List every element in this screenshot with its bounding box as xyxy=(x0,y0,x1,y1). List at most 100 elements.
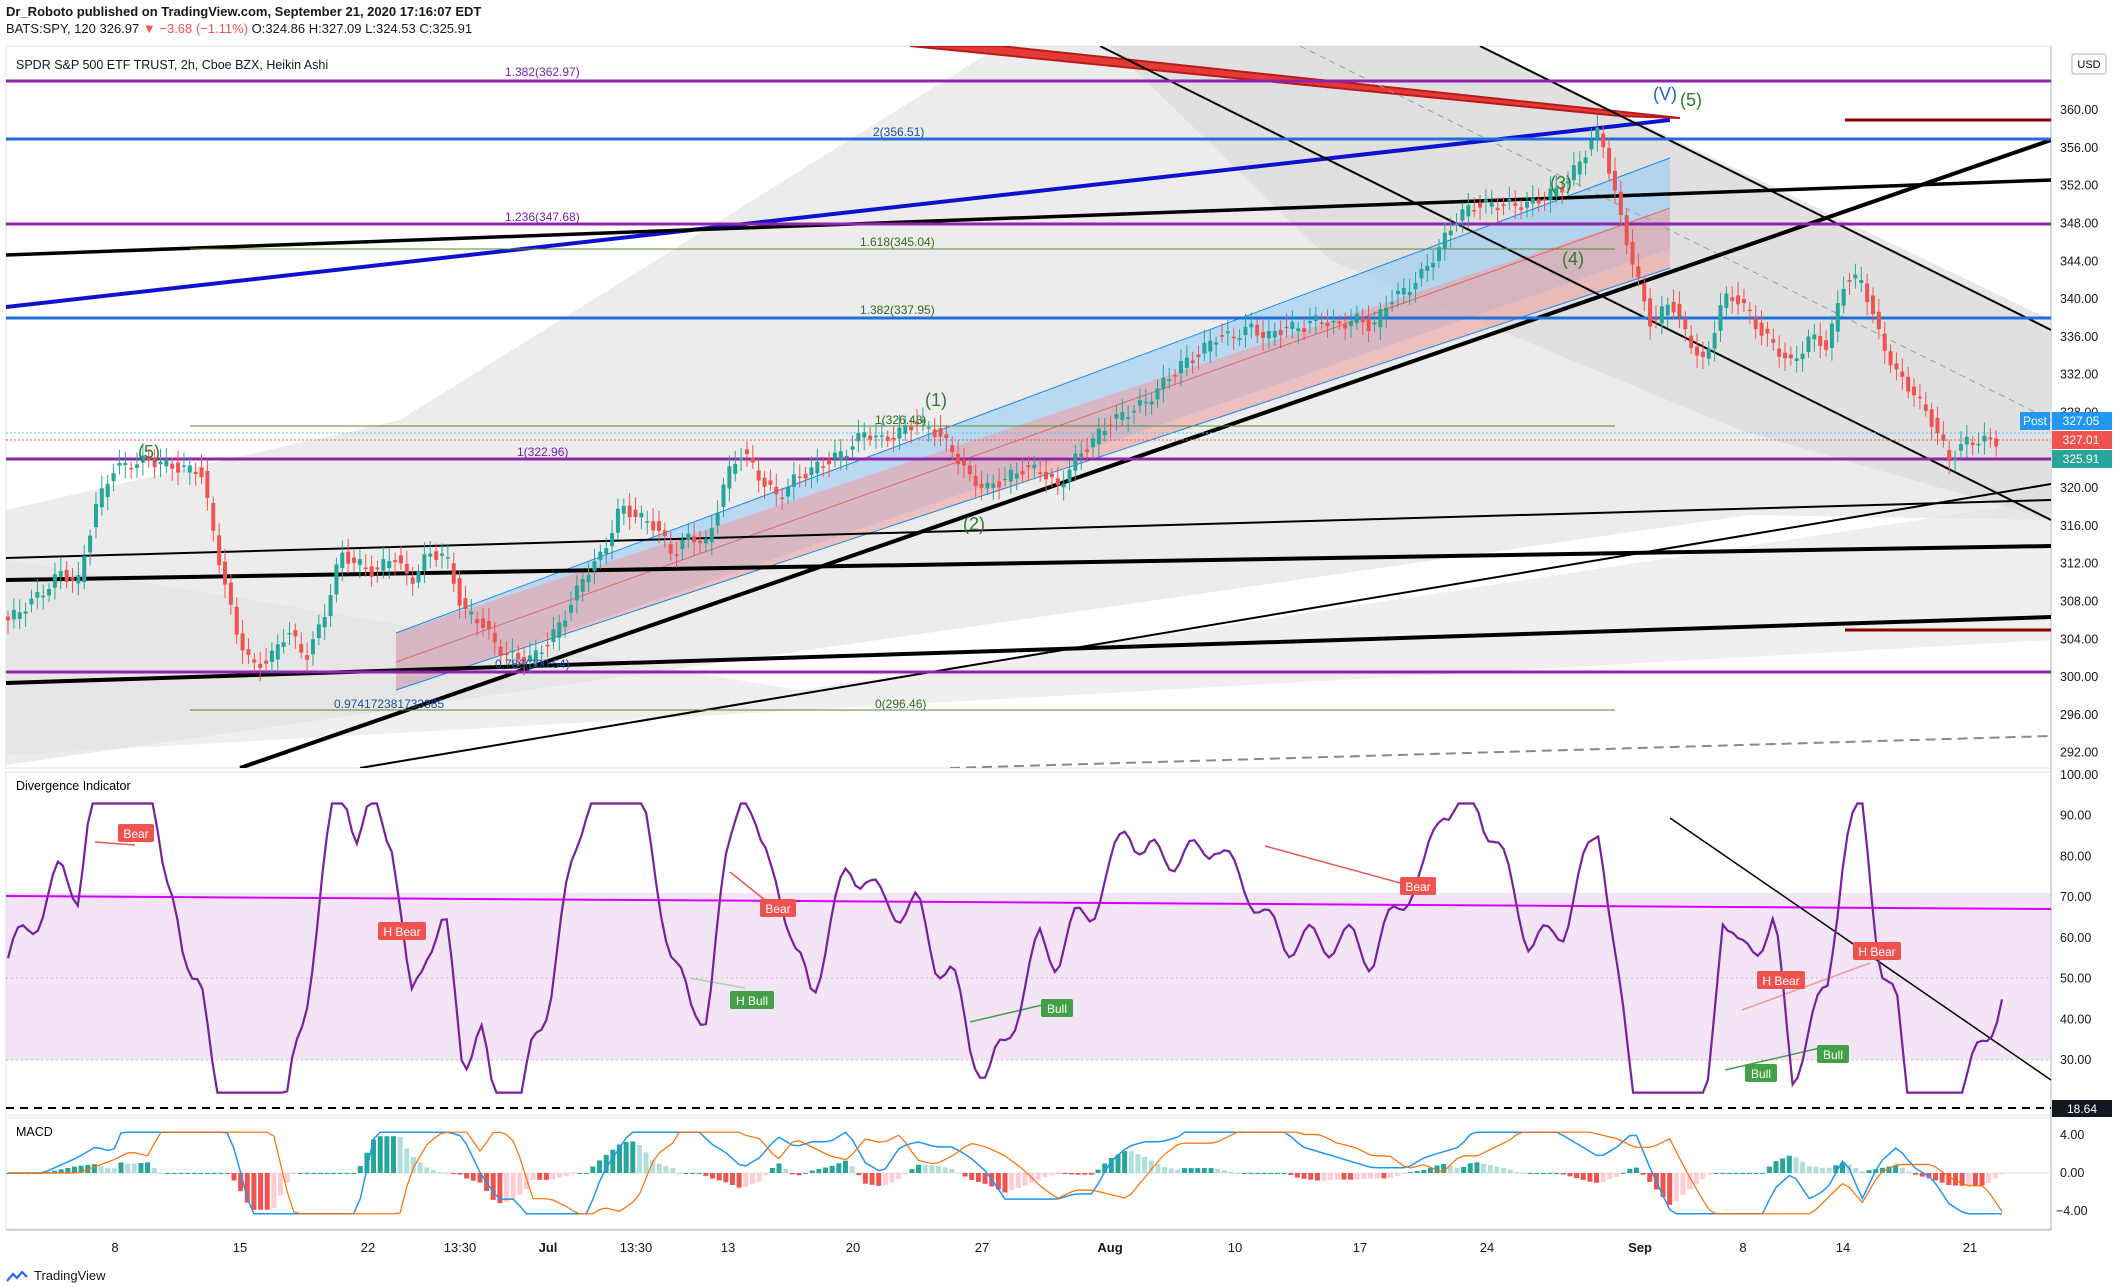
candle-body xyxy=(1126,417,1131,420)
candle-body xyxy=(862,432,867,438)
macd-hist-bar xyxy=(1713,1173,1719,1174)
macd-hist-bar xyxy=(1640,1173,1646,1175)
candle-body xyxy=(1325,322,1330,327)
macd-hist-bar xyxy=(1022,1173,1028,1186)
candle-body xyxy=(938,428,943,437)
x-tick-15: 14 xyxy=(1836,1240,1850,1255)
candle-body xyxy=(1090,438,1095,448)
candle-body xyxy=(1947,450,1952,462)
candle-body xyxy=(1137,400,1142,406)
x-tick-7: 20 xyxy=(846,1240,860,1255)
macd-hist-bar xyxy=(1368,1173,1374,1179)
macd-hist-bar xyxy=(224,1173,230,1174)
macd-hist-bar xyxy=(58,1169,64,1173)
svg-text:USD: USD xyxy=(2077,59,2100,71)
macd-hist-bar xyxy=(683,1173,689,1174)
candle-body xyxy=(88,535,93,553)
macd-hist-bar xyxy=(1806,1166,1812,1173)
candle-body xyxy=(1818,335,1823,347)
x-tick-4: Jul xyxy=(539,1240,558,1255)
macd-hist-bar xyxy=(1168,1168,1174,1173)
fib-label-1382-top: 1.382(362.97) xyxy=(505,65,580,79)
macd-hist-bar xyxy=(497,1173,503,1204)
candle-body xyxy=(897,427,902,439)
candle-body xyxy=(310,639,315,655)
macd-hist-bar xyxy=(138,1163,144,1173)
candle-body xyxy=(1824,340,1829,350)
candle-body xyxy=(891,437,896,440)
main-y-tick-15: 296.00 xyxy=(2060,708,2098,722)
candle-body xyxy=(610,533,615,547)
macd-hist-bar xyxy=(543,1173,549,1180)
x-tick-3: 13:30 xyxy=(444,1240,477,1255)
macd-hist-bar xyxy=(1746,1173,1752,1174)
candle-body xyxy=(698,540,703,544)
main-y-tick-3: 348.00 xyxy=(2060,216,2098,230)
currency-badge[interactable]: USD xyxy=(2071,53,2107,75)
candle-body xyxy=(1354,313,1359,324)
candle-body xyxy=(217,535,222,566)
candle-body xyxy=(416,571,421,583)
candle-body xyxy=(1266,331,1271,339)
candle-body xyxy=(1912,386,1917,396)
macd-hist-bar xyxy=(1560,1173,1566,1175)
macd-hist-bar xyxy=(723,1173,729,1183)
macd-hist-bar xyxy=(929,1165,935,1173)
candle-body xyxy=(656,521,661,531)
macd-hist-bar xyxy=(477,1173,483,1183)
macd-hist-bar xyxy=(1075,1173,1081,1175)
candle-body xyxy=(1853,274,1858,279)
macd-hist-bar xyxy=(1055,1173,1061,1174)
macd-hist-bar xyxy=(198,1173,204,1174)
candle-body xyxy=(1630,241,1635,265)
macd-hist-bar xyxy=(1235,1173,1241,1174)
candle-body xyxy=(457,578,462,606)
candle-body xyxy=(1870,295,1875,315)
candle-body xyxy=(41,595,46,598)
main-y-axis: 360.00 356.00 352.00 348.00 344.00 340.00 336.… xyxy=(2060,103,2098,760)
svg-text:Bull: Bull xyxy=(1823,1048,1843,1062)
x-tick-16: 21 xyxy=(1963,1240,1977,1255)
candle-body xyxy=(1026,465,1031,467)
macd-hist-bar xyxy=(1680,1173,1686,1196)
main-pane-drawings xyxy=(6,46,2051,768)
candle-body xyxy=(387,561,392,569)
candle-body xyxy=(592,561,597,571)
candle-body xyxy=(1413,282,1418,290)
candle-body xyxy=(1161,377,1166,390)
candle-body xyxy=(35,592,40,598)
divergence-title: Divergence Indicator xyxy=(16,779,131,793)
candle-body xyxy=(1436,247,1441,261)
macd-hist-bar xyxy=(297,1173,303,1174)
macd-hist-bar xyxy=(244,1173,250,1203)
candle-body xyxy=(533,650,538,661)
footer[interactable]: TradingView xyxy=(6,1268,106,1283)
candle-body xyxy=(193,471,198,474)
candle-body xyxy=(328,595,333,617)
macd-hist-bar xyxy=(1102,1163,1108,1173)
macd-hist-bar xyxy=(736,1173,742,1188)
macd-hist-bar xyxy=(763,1173,769,1176)
candle-body xyxy=(264,660,269,664)
macd-hist-bar xyxy=(1035,1173,1041,1180)
rising-thin-trendline xyxy=(359,483,2051,768)
price-tag-post: 327.05 xyxy=(2063,414,2100,428)
candle-body xyxy=(1079,453,1084,457)
candle-body xyxy=(222,561,227,585)
macd-hist-bar xyxy=(803,1172,809,1174)
macd-hist-bar xyxy=(1321,1173,1327,1181)
macd-hist-bar xyxy=(52,1170,58,1173)
candle-body xyxy=(1730,297,1735,301)
candle-body xyxy=(1724,293,1729,309)
candle-body xyxy=(205,471,210,498)
macd-hist-bar xyxy=(756,1173,762,1182)
candle-body xyxy=(1865,283,1870,303)
macd-hist-bar xyxy=(1979,1173,1985,1186)
candle-body xyxy=(668,544,673,554)
candle-body xyxy=(920,419,925,423)
candle-body xyxy=(1718,305,1723,331)
candle-body xyxy=(1378,309,1383,328)
black-trendline-mid xyxy=(6,544,2051,582)
macd-hist-bar xyxy=(1913,1173,1919,1175)
